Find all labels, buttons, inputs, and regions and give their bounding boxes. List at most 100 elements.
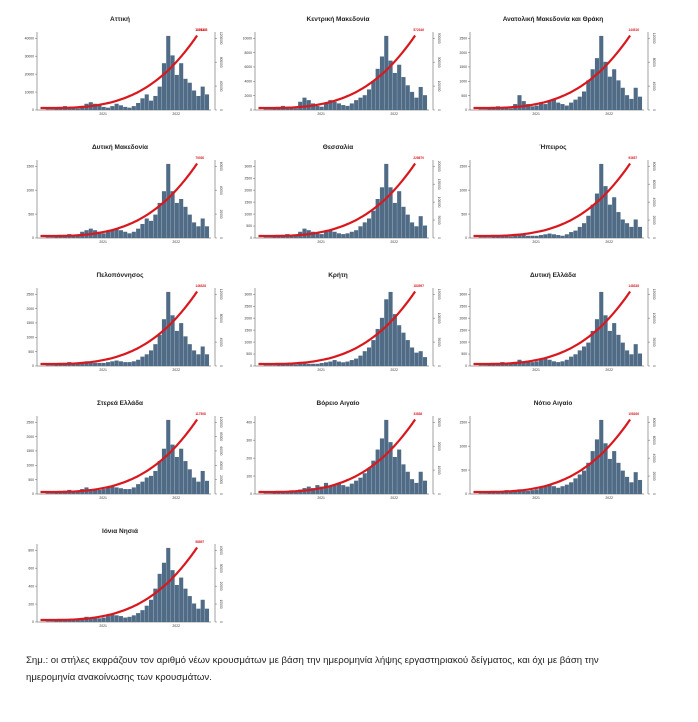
bar [401, 206, 406, 238]
x-tick-label: 2022 [390, 368, 398, 372]
bar [157, 573, 162, 622]
bar [166, 547, 171, 622]
chart-title: Κεντρική Μακεδονία [306, 16, 370, 23]
bar [80, 362, 85, 366]
bar [586, 215, 591, 238]
right-tick-label: 80000 [652, 418, 656, 427]
left-tick-label: 1000 [26, 335, 34, 339]
right-tick-label: 60000 [652, 436, 656, 445]
bar [556, 102, 561, 110]
x-tick-label: 2022 [605, 240, 613, 244]
left-tick-label: 8000 [244, 51, 252, 55]
bar [179, 63, 184, 110]
bar [547, 359, 552, 366]
bar [127, 362, 132, 366]
bar [114, 103, 119, 110]
bar [45, 109, 50, 110]
bar [179, 577, 184, 622]
bar [504, 107, 509, 110]
bar [577, 350, 582, 366]
bar [629, 482, 634, 494]
bar [637, 479, 643, 494]
bar [123, 362, 128, 366]
bar [362, 351, 367, 366]
left-tick-label: 2500 [459, 304, 467, 308]
bar [131, 361, 136, 366]
chart-title: Αττική [110, 16, 130, 23]
chart-svg: 0 500 1000 1500 0 20000 40000 60000 80000 2021 202… [459, 156, 656, 244]
left-tick-label: 0 [250, 364, 252, 368]
left-tick-label: 2000 [26, 435, 34, 439]
bar [50, 493, 55, 494]
bar [196, 95, 201, 110]
bar [93, 103, 98, 110]
left-tick-label: 1500 [459, 328, 467, 332]
bar [534, 361, 539, 366]
chart-title: Πελοπόννησος [96, 272, 144, 279]
bar [45, 621, 50, 622]
bar [388, 291, 393, 366]
bar [422, 225, 428, 238]
chart-title: Κρήτη [328, 272, 348, 279]
left-tick-label: 20000 [25, 72, 35, 76]
right-tick-label: 0 [652, 109, 656, 111]
bar [118, 230, 123, 238]
x-tick-label: 2022 [390, 496, 398, 500]
bar [131, 231, 136, 238]
bar [392, 72, 397, 110]
x-tick-label: 2021 [317, 240, 325, 244]
chart-panel: Κεντρική Μακεδονία 0 2000 4000 6000 8000 10000… [233, 16, 443, 122]
bar [161, 319, 167, 366]
left-tick-label: 2500 [26, 292, 34, 296]
bar [187, 214, 192, 238]
right-tick-label: 100000 [219, 417, 223, 428]
bar [508, 108, 513, 110]
chart-panel: Ιόνια Νησιά 0 200 400 600 800 0 10000 20000 30000… [15, 528, 225, 634]
bar [50, 365, 55, 366]
x-tick-label: 2021 [532, 496, 540, 500]
bar [375, 68, 380, 110]
left-tick-label: 2500 [459, 36, 467, 40]
bar [590, 69, 595, 110]
bar [272, 236, 277, 238]
left-tick-label: 1500 [244, 328, 252, 332]
bar [569, 232, 574, 238]
bar [196, 608, 201, 622]
bar [157, 461, 162, 494]
bar [110, 106, 115, 110]
bar [153, 344, 158, 366]
bar [388, 60, 393, 110]
right-tick-label: 20000 [219, 210, 223, 219]
bar [192, 222, 197, 238]
bar [149, 220, 154, 238]
bar [362, 222, 367, 238]
bar [594, 58, 600, 110]
bar [149, 599, 154, 622]
bar [166, 419, 171, 494]
bar [192, 90, 197, 110]
bar [319, 106, 324, 110]
bar [192, 477, 197, 494]
bar [144, 94, 149, 110]
right-tick-label: 0 [219, 109, 223, 111]
bar [379, 438, 385, 494]
bar [526, 362, 531, 366]
bar [410, 479, 415, 494]
bar [204, 226, 210, 238]
bar [375, 328, 380, 366]
right-tick-label: 0 [437, 109, 441, 111]
right-tick-label: 0 [437, 237, 441, 239]
bar [105, 107, 111, 110]
bar [183, 78, 188, 110]
left-tick-label: 500 [461, 352, 467, 356]
x-tick-label: 2022 [605, 368, 613, 372]
value-label: 144516 [628, 28, 639, 32]
x-tick-label: 2021 [532, 240, 540, 244]
bar [478, 237, 483, 238]
bar [345, 105, 350, 110]
right-tick-label: 50000 [437, 338, 441, 347]
x-tick-label: 2022 [172, 368, 180, 372]
bar [149, 475, 154, 494]
chart-title: Δυτική Ελλάδα [530, 272, 576, 279]
bar [80, 618, 85, 622]
